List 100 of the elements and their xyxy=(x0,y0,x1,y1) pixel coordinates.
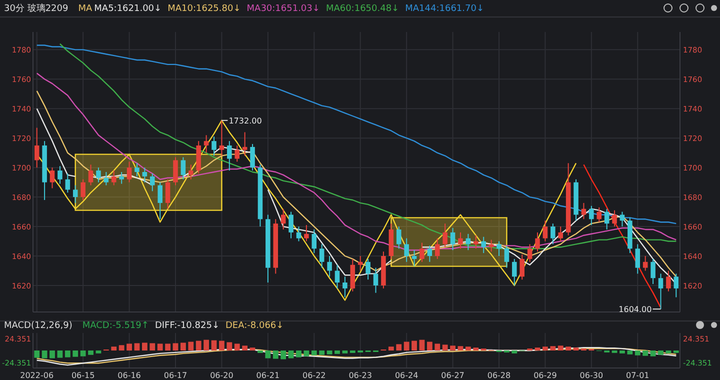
candlestick xyxy=(635,244,640,274)
candlestick xyxy=(358,256,363,272)
x-tick-label: 06-30 xyxy=(580,371,604,380)
bar xyxy=(172,343,178,350)
x-tick-label: 06-27 xyxy=(441,371,464,380)
x-tick-label: 06-21 xyxy=(256,371,280,380)
candlestick xyxy=(150,172,155,192)
bar xyxy=(342,350,348,354)
candlestick xyxy=(520,254,524,280)
candlestick xyxy=(296,226,302,242)
candlestick xyxy=(50,167,55,189)
x-tick-label: 06-29 xyxy=(534,371,557,380)
candlestick xyxy=(111,170,116,186)
text: MA60:1650.48↓ xyxy=(326,4,400,14)
chart-title: 30分 玻璃2209 xyxy=(4,3,68,14)
candlestick xyxy=(650,258,656,284)
bar xyxy=(288,350,294,358)
candlestick xyxy=(204,134,209,154)
bar xyxy=(627,350,633,354)
bar xyxy=(234,344,240,350)
candlestick xyxy=(180,156,186,180)
bar xyxy=(573,348,579,350)
candlestick xyxy=(373,267,378,294)
bar xyxy=(204,340,209,350)
text: MA5:1621.00↓ xyxy=(94,4,162,14)
bar xyxy=(250,348,256,350)
x-tick-label: 06-22 xyxy=(302,371,326,380)
bar xyxy=(666,350,672,354)
x-tick-label: 06-23 xyxy=(348,371,372,380)
x-tick-label: 06-17 xyxy=(164,371,188,380)
candlestick xyxy=(288,211,294,239)
bar xyxy=(396,344,402,350)
bar xyxy=(558,346,564,350)
legend-title: MA xyxy=(78,4,93,14)
bar xyxy=(272,350,278,359)
candlestick xyxy=(119,172,124,184)
x-tick-label: 06-28 xyxy=(487,371,511,380)
bar xyxy=(242,346,248,350)
bar xyxy=(188,342,194,350)
candlestick xyxy=(165,178,170,210)
bar xyxy=(80,350,86,356)
bar xyxy=(620,350,625,354)
text: MA144:1661.70↓ xyxy=(405,4,484,14)
bar xyxy=(412,340,417,350)
bar xyxy=(458,346,464,350)
bar xyxy=(150,343,156,350)
candlestick xyxy=(65,172,70,194)
candlestick xyxy=(58,166,62,184)
candlestick xyxy=(34,127,40,168)
candlestick xyxy=(142,167,148,183)
text: MA10:1625.80↓ xyxy=(168,4,241,14)
candlestick xyxy=(126,161,132,183)
text: DIFF:-10.825↓ xyxy=(154,321,220,331)
text: MA30:1651.03↓ xyxy=(246,4,320,14)
bar xyxy=(650,350,656,356)
bar xyxy=(534,348,540,350)
bar xyxy=(196,340,202,350)
candlestick xyxy=(158,182,162,220)
candlestick xyxy=(434,238,440,260)
bar xyxy=(96,350,102,354)
candlestick xyxy=(96,167,101,183)
candlestick xyxy=(596,206,602,223)
candlestick xyxy=(442,223,448,248)
candlestick xyxy=(227,140,232,172)
bar xyxy=(50,350,55,358)
bar xyxy=(126,344,132,350)
candlestick xyxy=(542,220,548,242)
candlestick xyxy=(104,172,109,186)
bar xyxy=(34,350,40,358)
candlestick xyxy=(488,239,494,252)
candlestick xyxy=(642,256,648,272)
candlestick xyxy=(342,276,348,298)
bar xyxy=(473,348,479,350)
bar xyxy=(512,350,518,354)
candlestick xyxy=(88,164,94,186)
bar xyxy=(142,342,148,350)
bar xyxy=(134,343,140,350)
x-tick-label: 07-01 xyxy=(626,371,650,380)
chart-title: MACD(12,26,9) xyxy=(4,321,72,331)
candlestick xyxy=(212,136,216,156)
bar xyxy=(442,344,448,350)
bar xyxy=(642,350,648,356)
x-tick-label: 06-15 xyxy=(71,371,95,380)
bar xyxy=(419,340,425,350)
candlestick xyxy=(250,144,255,172)
candlestick xyxy=(589,205,594,226)
candlestick xyxy=(481,236,486,254)
bar xyxy=(634,350,640,356)
candlestick xyxy=(450,228,456,251)
candlestick xyxy=(312,228,317,254)
bar xyxy=(319,350,325,355)
candlestick xyxy=(242,132,248,156)
candlestick xyxy=(72,184,78,204)
bar xyxy=(426,342,432,350)
bar xyxy=(219,340,224,350)
bar xyxy=(280,350,286,360)
bar xyxy=(57,350,63,358)
bar xyxy=(226,342,232,350)
bar xyxy=(542,346,548,350)
bar xyxy=(165,344,170,350)
